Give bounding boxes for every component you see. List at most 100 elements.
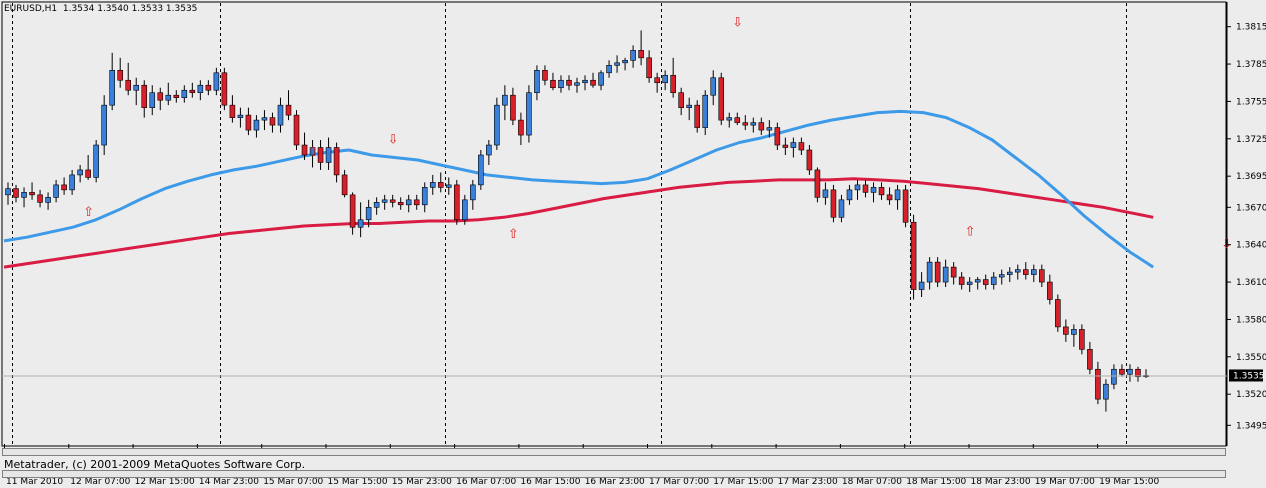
bear-candle-body (389, 199, 396, 203)
candle (293, 110, 300, 151)
bull-candle-body (558, 79, 564, 89)
candle (221, 67, 228, 111)
candle (494, 97, 500, 151)
x-tick-label: 16 Mar 15:00 (520, 477, 580, 487)
candle (966, 277, 973, 293)
candle (646, 50, 652, 83)
up-arrow-signal-icon: ⇧ (308, 145, 319, 160)
y-tick-label: 1.3670 (1236, 203, 1266, 213)
bull-candle-body (197, 84, 204, 94)
candle (782, 137, 789, 155)
candle (13, 184, 19, 203)
indicator-window-top[interactable] (2, 448, 1226, 456)
bear-candle-body (269, 117, 276, 126)
y-tick-label: 1.3640 (1236, 241, 1266, 251)
bear-candle-body (1047, 281, 1053, 300)
candle (918, 272, 925, 298)
bull-candle-body (429, 182, 436, 188)
down-arrow-signal-icon: ⇩ (388, 133, 399, 148)
bear-candle-body (758, 122, 765, 131)
bear-candle-body (646, 57, 652, 79)
candle (181, 85, 188, 103)
candle (766, 120, 773, 138)
candle (534, 65, 540, 101)
bear-candle-body (678, 92, 684, 108)
bear-candle-body (29, 192, 35, 196)
bull-candle-body (582, 79, 588, 84)
up-arrow-signal-icon: ⇧ (965, 225, 976, 240)
bull-candle-body (277, 104, 284, 126)
bull-candle-body (974, 279, 981, 283)
bear-candle-body (814, 169, 821, 198)
bear-candle-body (141, 84, 148, 108)
bull-candle-body (966, 281, 973, 285)
bull-candle-body (846, 189, 853, 201)
candle (101, 95, 107, 155)
bear-candle-body (1055, 299, 1061, 328)
candle (237, 107, 244, 128)
candle (253, 115, 260, 138)
candle (718, 72, 725, 126)
candle (454, 179, 460, 225)
bull-candle-body (630, 50, 636, 61)
x-tick-label: 12 Mar 07:00 (70, 477, 130, 487)
bull-candle-body (614, 62, 620, 66)
bull-candle-body (381, 199, 388, 203)
candle (381, 194, 388, 210)
candle (1047, 274, 1053, 305)
bear-candle-body (1087, 349, 1093, 370)
candle (173, 90, 180, 103)
bear-candle-body (397, 202, 404, 206)
candle (229, 95, 236, 123)
candle (654, 72, 660, 93)
candle (413, 194, 420, 210)
candle (710, 70, 717, 106)
bear-candle-body (293, 114, 300, 146)
bull-candle-body (726, 117, 733, 121)
bear-candle-body (886, 194, 893, 201)
candle (245, 107, 252, 136)
bear-candle-body (806, 149, 813, 171)
candle (518, 112, 524, 146)
candle (421, 182, 428, 213)
bear-candle-body (341, 174, 348, 196)
candle (590, 72, 596, 88)
y-tick-label: 1.3610 (1236, 278, 1266, 288)
bull-candle-body (494, 104, 500, 146)
candle (301, 132, 308, 160)
bull-candle-body (686, 104, 692, 108)
bear-candle-body (518, 119, 524, 136)
candle (373, 197, 380, 215)
candle (478, 150, 484, 190)
candle (1111, 364, 1117, 390)
candle (133, 77, 140, 106)
candle (838, 194, 845, 223)
candle (630, 45, 636, 68)
bear-candle-body (910, 221, 917, 290)
candle (333, 142, 340, 183)
x-tick-label: 18 Mar 07:00 (842, 477, 902, 487)
candle (998, 269, 1005, 285)
candle (566, 75, 572, 91)
bull-candle-body (445, 184, 452, 188)
x-tick-label: 14 Mar 23:00 (199, 477, 259, 487)
candle (77, 164, 83, 183)
bear-candle-body (958, 276, 965, 285)
bull-candle-body (261, 117, 268, 121)
candle (21, 187, 27, 208)
indicator-window-bottom[interactable] (2, 470, 1226, 478)
x-tick-label: 15 Mar 07:00 (263, 477, 323, 487)
y-tick-label: 1.3815 (1236, 23, 1266, 33)
candle (429, 174, 436, 195)
bear-candle-body (37, 194, 43, 203)
candle (125, 62, 132, 96)
bull-candle-body (894, 189, 901, 201)
bull-candle-body (93, 144, 99, 178)
bull-candle-body (53, 184, 59, 198)
x-tick-label: 17 Mar 07:00 (649, 477, 709, 487)
candle (1022, 262, 1029, 280)
x-tick-label: 12 Mar 15:00 (135, 477, 195, 487)
x-tick-label: 16 Mar 23:00 (585, 477, 645, 487)
